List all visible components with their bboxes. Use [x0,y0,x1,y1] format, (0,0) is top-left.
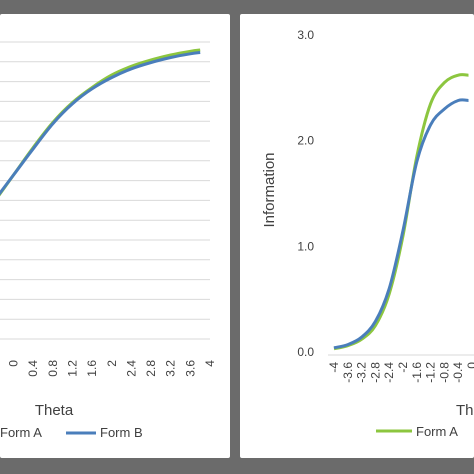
left-x-tick-label: 3.2 [164,360,178,377]
right-y-tick-label: 1.0 [297,239,314,253]
right-y-axis-title: Information [261,152,278,227]
left-x-tick-label: -0.4 [0,360,1,381]
right-x-tick-label: -2.4 [382,362,396,383]
right-x-tick-label: -2.8 [368,362,382,383]
left-x-tick-label: 2.8 [144,360,158,377]
left-gridlines [0,41,210,340]
right-legend-form-a-label: Form A [416,424,458,439]
right-y-tick-label: 3.0 [297,28,314,42]
left-legend-form-a-label: Form A [0,425,42,440]
left-x-tick-label: 0.8 [46,360,60,377]
left-series-line [0,51,201,196]
left-x-tick-label: 2.4 [124,360,138,377]
right-x-tick-label: 0 [465,362,474,369]
left-x-tick-label: 1.2 [65,360,79,377]
right-series-line [333,98,469,350]
left-x-tick-label: 3.6 [183,360,197,377]
right-x-tick-label: -1.6 [410,362,424,383]
right-x-tick-label: -4 [327,362,341,373]
right-legend: Form A [376,424,458,439]
right-x-tick-label: -2 [396,362,410,373]
right-x-tick-label: -0.8 [437,362,451,383]
right-y-tick-label: 0.0 [297,345,314,359]
right-x-tick-label: -1.2 [424,362,438,383]
left-legend-form-b-label: Form B [100,425,143,440]
left-x-tick-label: 2 [105,360,119,367]
left-x-ticks: -1.2-0.8-0.400.40.81.21.622.42.83.23.64 [0,360,217,381]
left-series-lines [0,48,201,197]
right-x-ticks: -4-3.6-3.2-2.8-2.4-2-1.6-1.2-0.8-0.40 [327,362,474,383]
right-x-tick-label: -3.2 [355,362,369,383]
left-legend: Form A Form B [0,425,143,440]
right-y-tick-label: 2.0 [297,134,314,148]
right-series-lines [333,73,469,351]
left-x-tick-label: 4 [203,360,217,367]
right-x-tick-label: -0.4 [451,362,465,383]
right-x-tick-label: -3.6 [341,362,355,383]
right-chart-panel [240,14,474,458]
left-chart-panel [0,14,230,458]
left-x-tick-label: 1.6 [85,360,99,377]
left-x-axis-title: Theta [35,402,74,419]
left-x-tick-label: 0.4 [26,360,40,377]
left-x-tick-label: 0 [7,360,21,367]
right-y-ticks: 0.0 1.0 2.0 3.0 [297,28,314,359]
right-x-axis-title: Th [456,402,474,419]
